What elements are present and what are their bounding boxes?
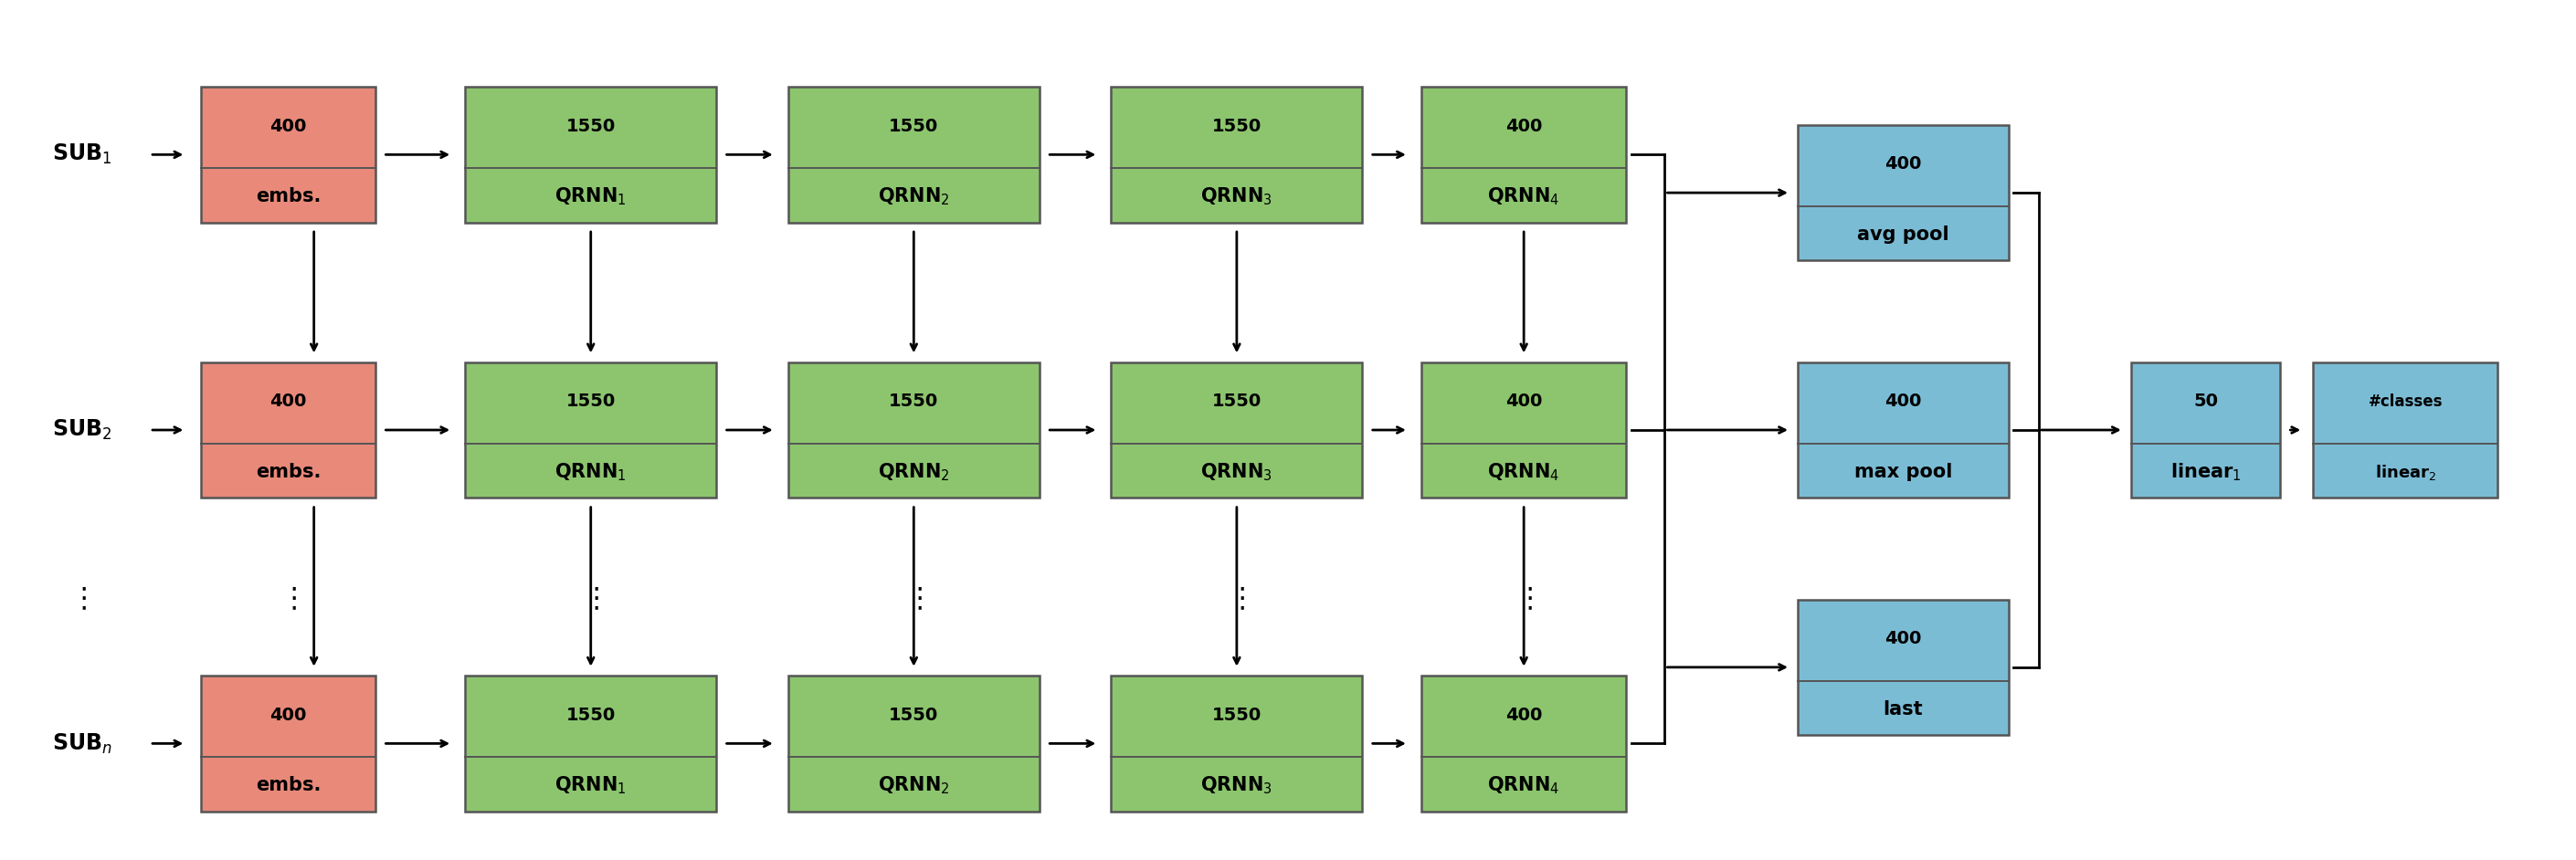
- FancyBboxPatch shape: [1110, 87, 1363, 223]
- Text: QRNN$_1$: QRNN$_1$: [554, 461, 626, 482]
- Text: SUB$_2$: SUB$_2$: [52, 418, 113, 442]
- FancyBboxPatch shape: [788, 87, 1038, 223]
- Text: 1550: 1550: [1211, 706, 1262, 724]
- FancyBboxPatch shape: [1110, 676, 1363, 811]
- Text: QRNN$_1$: QRNN$_1$: [554, 775, 626, 796]
- Text: SUB$_n$: SUB$_n$: [52, 732, 113, 755]
- Text: max pool: max pool: [1855, 463, 1953, 481]
- Text: QRNN$_2$: QRNN$_2$: [878, 461, 951, 482]
- FancyBboxPatch shape: [466, 87, 716, 223]
- Text: 400: 400: [270, 706, 307, 724]
- Text: last: last: [1883, 700, 1924, 718]
- Text: 400: 400: [270, 393, 307, 410]
- Text: QRNN$_2$: QRNN$_2$: [878, 186, 951, 207]
- Text: QRNN$_4$: QRNN$_4$: [1486, 186, 1561, 207]
- Text: 1550: 1550: [889, 393, 938, 410]
- FancyBboxPatch shape: [1798, 362, 2009, 498]
- FancyBboxPatch shape: [1798, 125, 2009, 261]
- Text: 400: 400: [1886, 630, 1922, 648]
- Text: $\vdots$: $\vdots$: [904, 587, 922, 612]
- FancyBboxPatch shape: [1110, 362, 1363, 498]
- Text: 1550: 1550: [567, 118, 616, 135]
- FancyBboxPatch shape: [201, 87, 376, 223]
- FancyBboxPatch shape: [1422, 676, 1625, 811]
- Text: $\vdots$: $\vdots$: [281, 587, 296, 612]
- Text: 1550: 1550: [889, 706, 938, 724]
- FancyBboxPatch shape: [201, 676, 376, 811]
- Text: SUB$_1$: SUB$_1$: [52, 143, 113, 167]
- FancyBboxPatch shape: [2313, 362, 2499, 498]
- Text: 1550: 1550: [567, 706, 616, 724]
- Text: #classes: #classes: [2367, 393, 2442, 409]
- FancyBboxPatch shape: [1798, 599, 2009, 735]
- Text: 1550: 1550: [1211, 393, 1262, 410]
- Text: QRNN$_2$: QRNN$_2$: [878, 775, 951, 796]
- Text: QRNN$_3$: QRNN$_3$: [1200, 775, 1273, 796]
- Text: QRNN$_1$: QRNN$_1$: [554, 186, 626, 207]
- Text: 400: 400: [1504, 706, 1543, 724]
- Text: embs.: embs.: [255, 777, 322, 795]
- FancyBboxPatch shape: [466, 676, 716, 811]
- Text: $\vdots$: $\vdots$: [1229, 587, 1244, 612]
- Text: 400: 400: [1504, 118, 1543, 135]
- Text: 400: 400: [1886, 156, 1922, 173]
- Text: 1550: 1550: [567, 393, 616, 410]
- Text: $\vdots$: $\vdots$: [70, 587, 88, 612]
- Text: QRNN$_3$: QRNN$_3$: [1200, 186, 1273, 207]
- FancyBboxPatch shape: [788, 362, 1038, 498]
- Text: 50: 50: [2192, 393, 2218, 410]
- Text: 400: 400: [270, 118, 307, 135]
- Text: QRNN$_3$: QRNN$_3$: [1200, 461, 1273, 482]
- Text: linear$_2$: linear$_2$: [2375, 463, 2437, 482]
- Text: $\vdots$: $\vdots$: [582, 587, 600, 612]
- FancyBboxPatch shape: [1422, 87, 1625, 223]
- Text: embs.: embs.: [255, 187, 322, 206]
- Text: 400: 400: [1886, 393, 1922, 410]
- FancyBboxPatch shape: [2130, 362, 2280, 498]
- Text: 1550: 1550: [889, 118, 938, 135]
- FancyBboxPatch shape: [788, 676, 1038, 811]
- Text: QRNN$_4$: QRNN$_4$: [1486, 461, 1561, 482]
- FancyBboxPatch shape: [466, 362, 716, 498]
- FancyBboxPatch shape: [1422, 362, 1625, 498]
- Text: linear$_1$: linear$_1$: [2169, 461, 2241, 482]
- Text: QRNN$_4$: QRNN$_4$: [1486, 775, 1561, 796]
- Text: $\vdots$: $\vdots$: [1515, 587, 1533, 612]
- Text: embs.: embs.: [255, 463, 322, 481]
- FancyBboxPatch shape: [201, 362, 376, 498]
- Text: 400: 400: [1504, 393, 1543, 410]
- Text: avg pool: avg pool: [1857, 225, 1950, 244]
- Text: 1550: 1550: [1211, 118, 1262, 135]
